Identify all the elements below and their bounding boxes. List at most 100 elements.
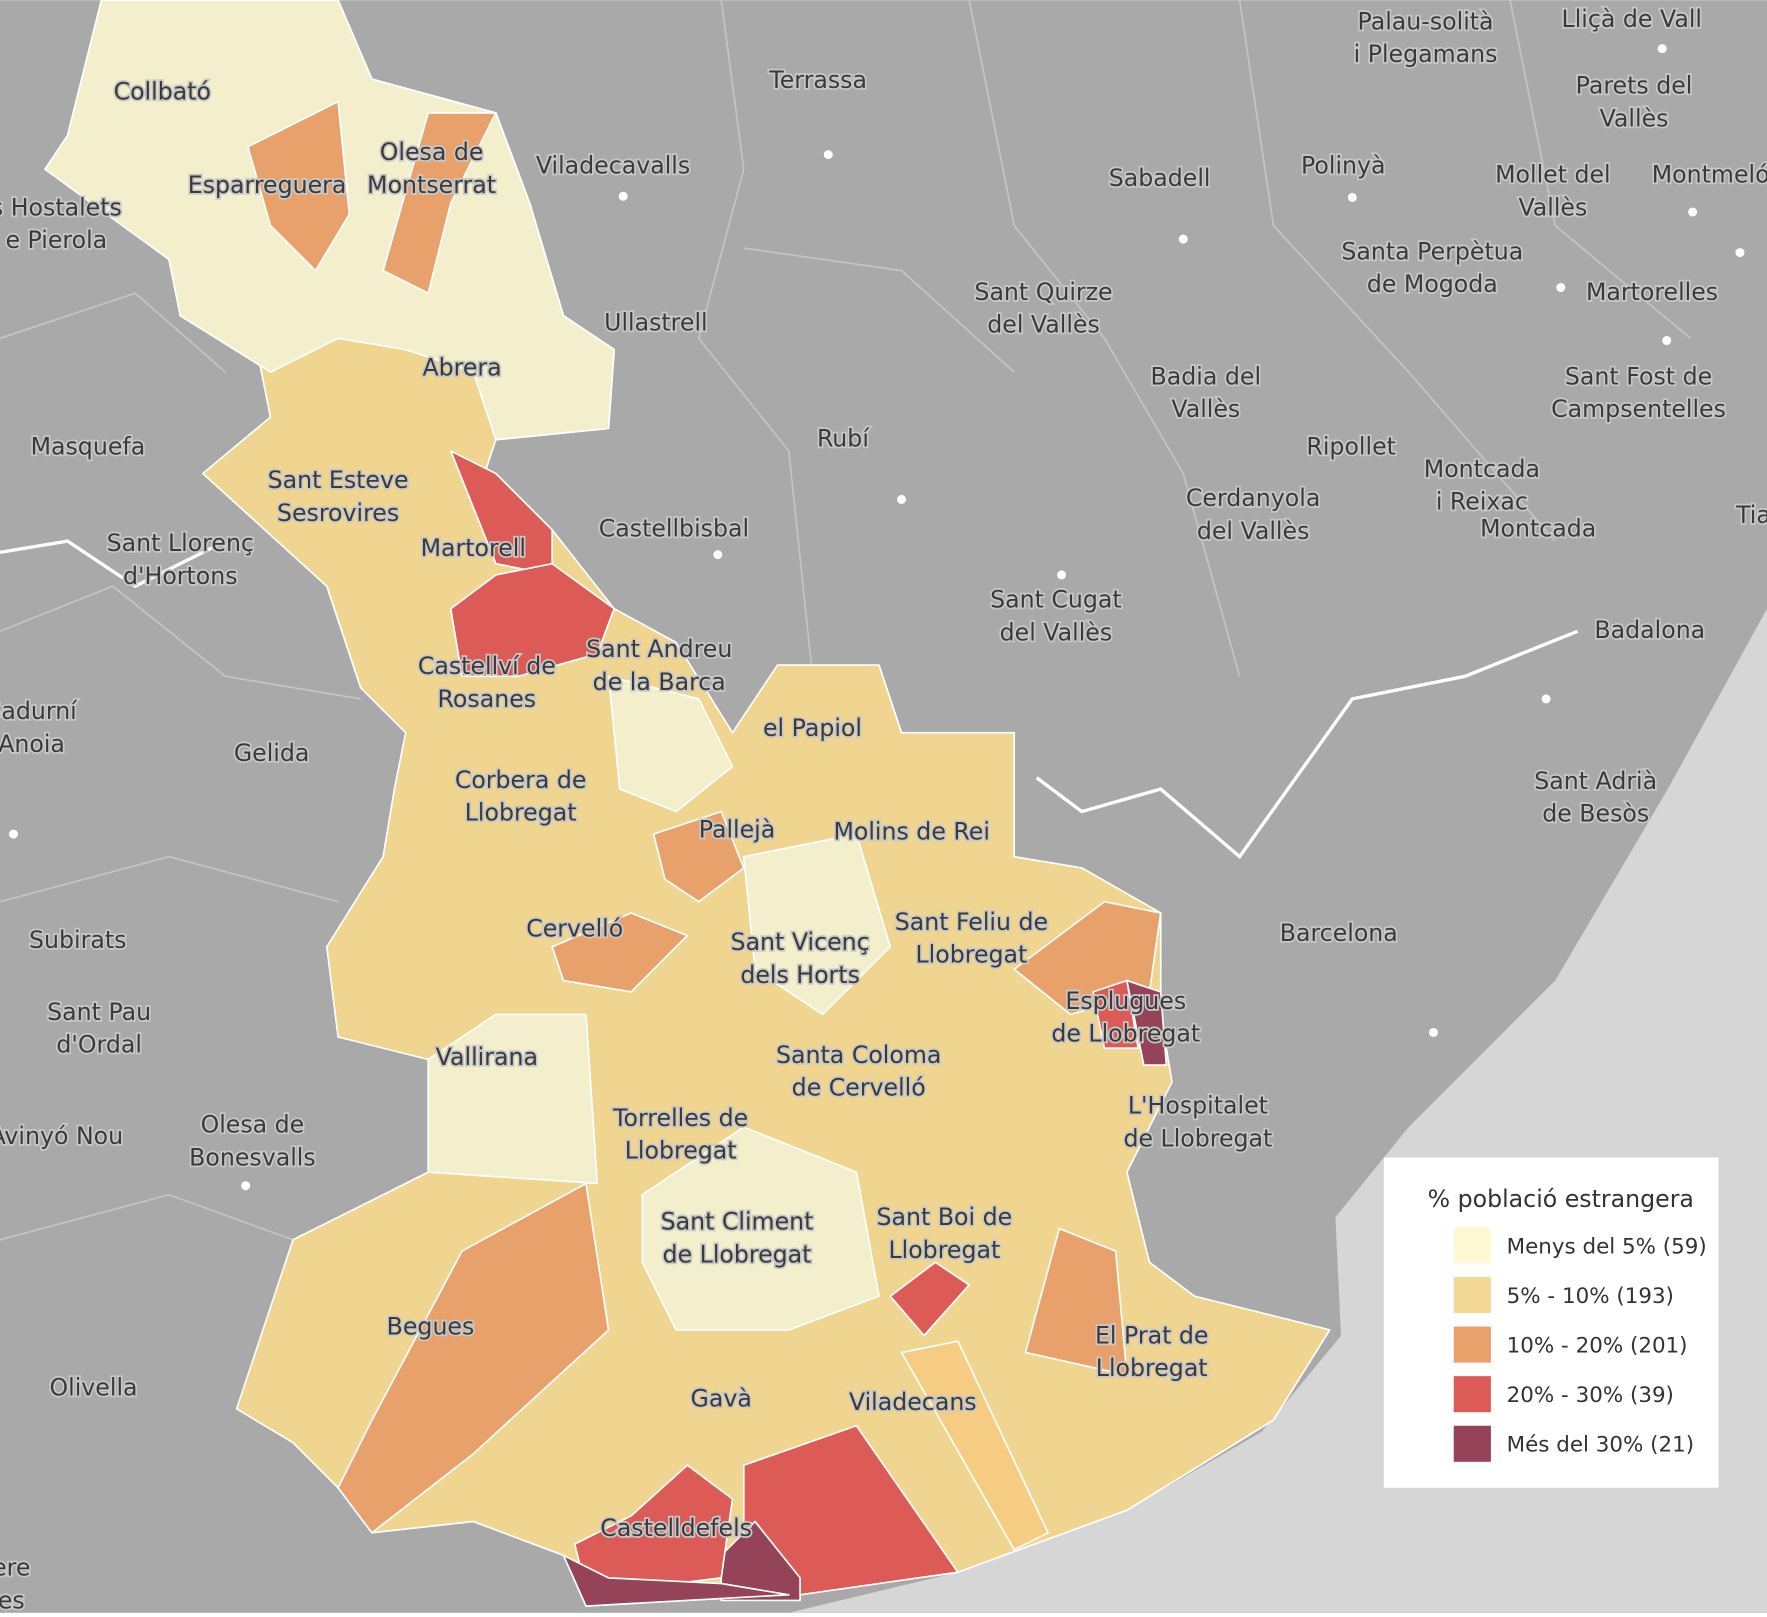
place-label: Molins de Rei bbox=[833, 818, 989, 846]
legend-label: 5% - 10% (193) bbox=[1507, 1284, 1674, 1309]
region bbox=[427, 1013, 599, 1185]
place-label: Rubí bbox=[817, 424, 870, 452]
region bbox=[607, 675, 734, 813]
place-label: Olivella bbox=[50, 1373, 138, 1401]
place-label: Sant Adrià bbox=[1534, 767, 1657, 795]
place-label: Martorell bbox=[421, 534, 526, 562]
place-label: Sadurní bbox=[0, 697, 78, 725]
place-label: i Reixac bbox=[1436, 488, 1528, 516]
place-label: Viladecans bbox=[849, 1388, 977, 1416]
place-label: Mollet del bbox=[1495, 161, 1611, 189]
place-label: Montcada bbox=[1480, 515, 1596, 543]
place-label: de Cervelló bbox=[792, 1074, 926, 1102]
place-label: Sant Andreu bbox=[586, 635, 732, 663]
place-label: Campsentelles bbox=[1551, 395, 1726, 423]
legend-swatch bbox=[1453, 1326, 1491, 1363]
place-label: Sant Quirze bbox=[974, 278, 1112, 306]
legend-label: Menys del 5% (59) bbox=[1507, 1234, 1707, 1259]
place-label: Santa Coloma bbox=[776, 1041, 941, 1069]
region bbox=[1024, 1227, 1128, 1376]
legend-swatch bbox=[1453, 1425, 1491, 1462]
place-label: Llobregat bbox=[1096, 1354, 1208, 1382]
place-label: de Llobregat bbox=[1051, 1019, 1200, 1047]
legend: % població estrangera Menys del 5% (59) 5… bbox=[1383, 1157, 1719, 1488]
region bbox=[889, 1261, 970, 1337]
place-label: Terrassa bbox=[768, 66, 867, 94]
place-label: del Vallès bbox=[1000, 618, 1113, 646]
region bbox=[1126, 979, 1168, 1066]
legend-box bbox=[1383, 1157, 1719, 1488]
place-label: Montserrat bbox=[367, 171, 496, 199]
place-label: Sant Vicenç bbox=[731, 928, 870, 956]
place-label: Masquefa bbox=[31, 432, 146, 460]
legend-label: 20% - 30% (39) bbox=[1507, 1383, 1674, 1408]
place-label: de Mogoda bbox=[1367, 270, 1498, 298]
place-label: Castellví de bbox=[418, 652, 556, 680]
place-label: Sant Esteve bbox=[268, 466, 409, 494]
place-label: de Llobregat bbox=[1123, 1124, 1272, 1152]
region bbox=[1092, 979, 1140, 1050]
region bbox=[449, 450, 554, 576]
place-label: del Vallès bbox=[1197, 517, 1310, 545]
place-label: Badia del bbox=[1151, 362, 1261, 390]
place-label: Llobregat bbox=[625, 1137, 737, 1165]
place-label: Vallès bbox=[1518, 193, 1587, 221]
place-label: i Plegamans bbox=[1354, 40, 1498, 68]
place-label: del Vallès bbox=[987, 311, 1100, 339]
place-label: Castellbisbal bbox=[599, 515, 749, 543]
place-label: Llobregat bbox=[888, 1236, 1000, 1264]
place-label: Collbató bbox=[114, 77, 211, 105]
place-dots bbox=[9, 44, 1745, 1191]
place-label: Cervelló bbox=[526, 915, 623, 943]
place-label: es bbox=[0, 1586, 25, 1613]
region bbox=[247, 100, 351, 272]
region bbox=[900, 1340, 1049, 1551]
place-label: de la Barca bbox=[593, 668, 726, 696]
place-label: Gelida bbox=[234, 739, 310, 767]
legend-items: Menys del 5% (59) 5% - 10% (193) 10% - 20%… bbox=[1453, 1227, 1707, 1462]
place-label: s Hostalets bbox=[0, 193, 122, 221]
place-label: Vallès bbox=[1600, 104, 1669, 132]
place-label: Barcelona bbox=[1280, 919, 1398, 947]
region bbox=[337, 1182, 610, 1534]
region bbox=[449, 562, 616, 678]
region bbox=[382, 112, 497, 295]
place-label: Anoia bbox=[0, 730, 65, 758]
place-label: Parets del bbox=[1576, 72, 1693, 100]
place-label: Ripollet bbox=[1306, 432, 1395, 460]
legend-label: 10% - 20% (201) bbox=[1507, 1333, 1688, 1358]
place-label: d'Hortons bbox=[123, 562, 238, 590]
legend-swatch bbox=[1453, 1276, 1491, 1314]
place-label: Olesa de bbox=[380, 138, 484, 166]
place-label: Sesrovires bbox=[277, 499, 399, 527]
region bbox=[562, 1554, 790, 1607]
place-label: Lliçà de Vall bbox=[1562, 5, 1702, 33]
place-label: Tia bbox=[1735, 501, 1767, 529]
place-label: L'Hospitalet bbox=[1128, 1092, 1268, 1120]
place-label: de Besòs bbox=[1542, 800, 1649, 828]
place-label: Sant Cugat bbox=[990, 586, 1122, 614]
place-label: Torrelles de bbox=[612, 1104, 748, 1132]
place-label: Sant Pau bbox=[47, 998, 151, 1026]
place-label: Gavà bbox=[691, 1385, 752, 1413]
place-label: Vallirana bbox=[436, 1043, 538, 1071]
region bbox=[641, 1126, 880, 1331]
place-label: Sant Boi de bbox=[877, 1203, 1013, 1231]
place-label: Montmeló bbox=[1652, 161, 1767, 189]
legend-title: % població estrangera bbox=[1428, 1185, 1694, 1213]
place-label: de Llobregat bbox=[663, 1240, 812, 1268]
place-label: Subirats bbox=[29, 926, 126, 954]
place-label: Sabadell bbox=[1109, 164, 1211, 192]
place-label: Rosanes bbox=[438, 685, 537, 713]
place-label: Pallejà bbox=[699, 815, 775, 843]
place-label: Viladecavalls bbox=[536, 152, 690, 180]
place-label: Palau-solità bbox=[1358, 7, 1494, 35]
place-label: Ullastrell bbox=[604, 308, 707, 336]
place-label: Martorelles bbox=[1586, 278, 1718, 306]
place-label: Badalona bbox=[1594, 616, 1705, 644]
place-label: ere bbox=[0, 1554, 30, 1582]
place-label: dels Horts bbox=[740, 961, 860, 989]
region bbox=[551, 912, 689, 993]
